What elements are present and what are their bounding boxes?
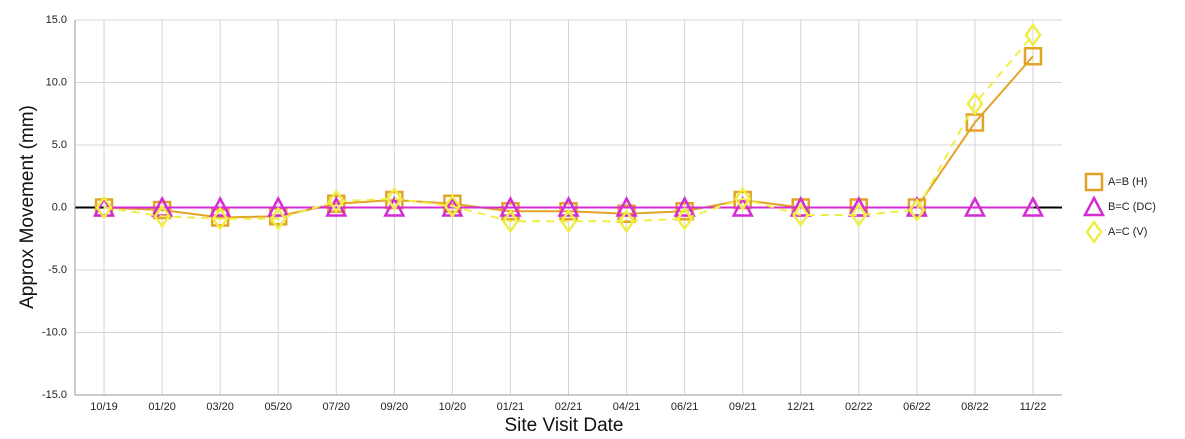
x-tick-label: 03/20 xyxy=(206,401,234,413)
legend-label: B=C (DC) xyxy=(1108,201,1156,213)
data-point xyxy=(267,195,290,217)
data-point xyxy=(734,186,752,211)
data-point xyxy=(615,195,638,217)
x-tick-label: 07/20 xyxy=(322,401,350,413)
data-point xyxy=(731,195,754,217)
data-point xyxy=(95,195,113,220)
x-axis-title: Site Visit Date xyxy=(505,415,624,436)
data-point xyxy=(850,202,868,228)
x-tick-label: 12/21 xyxy=(787,401,815,413)
x-tick-label: 10/19 xyxy=(90,401,118,413)
data-point xyxy=(385,186,403,211)
data-point xyxy=(963,195,986,217)
data-point xyxy=(847,195,870,217)
y-tick-label: 15.0 xyxy=(46,14,67,26)
data-point xyxy=(1021,195,1045,217)
y-tick-label: -15.0 xyxy=(42,389,67,401)
y-tick-label: -10.0 xyxy=(42,326,67,338)
data-point xyxy=(383,195,406,217)
x-tick-label: 06/22 xyxy=(903,401,931,413)
x-tick-label: 02/21 xyxy=(555,401,583,413)
data-point xyxy=(501,209,519,234)
data-point xyxy=(1023,47,1043,66)
y-tick-label: 10.0 xyxy=(46,76,67,88)
data-point xyxy=(792,202,810,228)
data-point xyxy=(153,204,171,229)
data-point xyxy=(618,209,636,234)
x-tick-label: 06/21 xyxy=(671,401,699,413)
x-tick-label: 02/22 xyxy=(845,401,873,413)
data-point xyxy=(908,197,926,223)
data-point xyxy=(211,206,229,231)
x-tick-label: 08/22 xyxy=(961,401,989,413)
data-point xyxy=(557,195,580,217)
x-tick-label: 04/21 xyxy=(613,401,641,413)
data-point xyxy=(673,195,696,217)
data-point xyxy=(789,195,812,217)
data-point xyxy=(327,189,345,214)
data-point xyxy=(152,200,172,220)
data-point xyxy=(676,206,694,231)
data-point xyxy=(966,91,984,116)
x-tick-label: 11/22 xyxy=(1020,401,1047,413)
data-point xyxy=(1024,22,1042,48)
data-point xyxy=(269,206,287,231)
y-tick-label: 5.0 xyxy=(52,139,67,151)
data-point xyxy=(443,194,461,219)
x-tick-label: 09/21 xyxy=(729,401,757,413)
x-tick-label: 09/20 xyxy=(381,401,409,413)
x-tick-label: 10/20 xyxy=(439,401,467,413)
data-point xyxy=(209,195,232,217)
y-tick-label: -5.0 xyxy=(48,264,67,276)
data-point xyxy=(499,195,522,217)
legend-label: A=B (H) xyxy=(1108,176,1147,188)
data-point xyxy=(559,209,578,234)
x-tick-label: 01/20 xyxy=(148,401,176,413)
x-tick-label: 05/20 xyxy=(264,401,292,413)
legend-label: A=C (V) xyxy=(1108,226,1147,238)
y-axis-title: Approx Movement (mm) xyxy=(17,105,38,309)
legend-marker xyxy=(1085,219,1103,245)
legend-marker xyxy=(1084,172,1104,192)
x-tick-label: 01/21 xyxy=(497,401,525,413)
y-tick-label: 0.0 xyxy=(52,201,67,213)
series-line xyxy=(103,34,1034,223)
legend-marker xyxy=(1082,195,1106,217)
